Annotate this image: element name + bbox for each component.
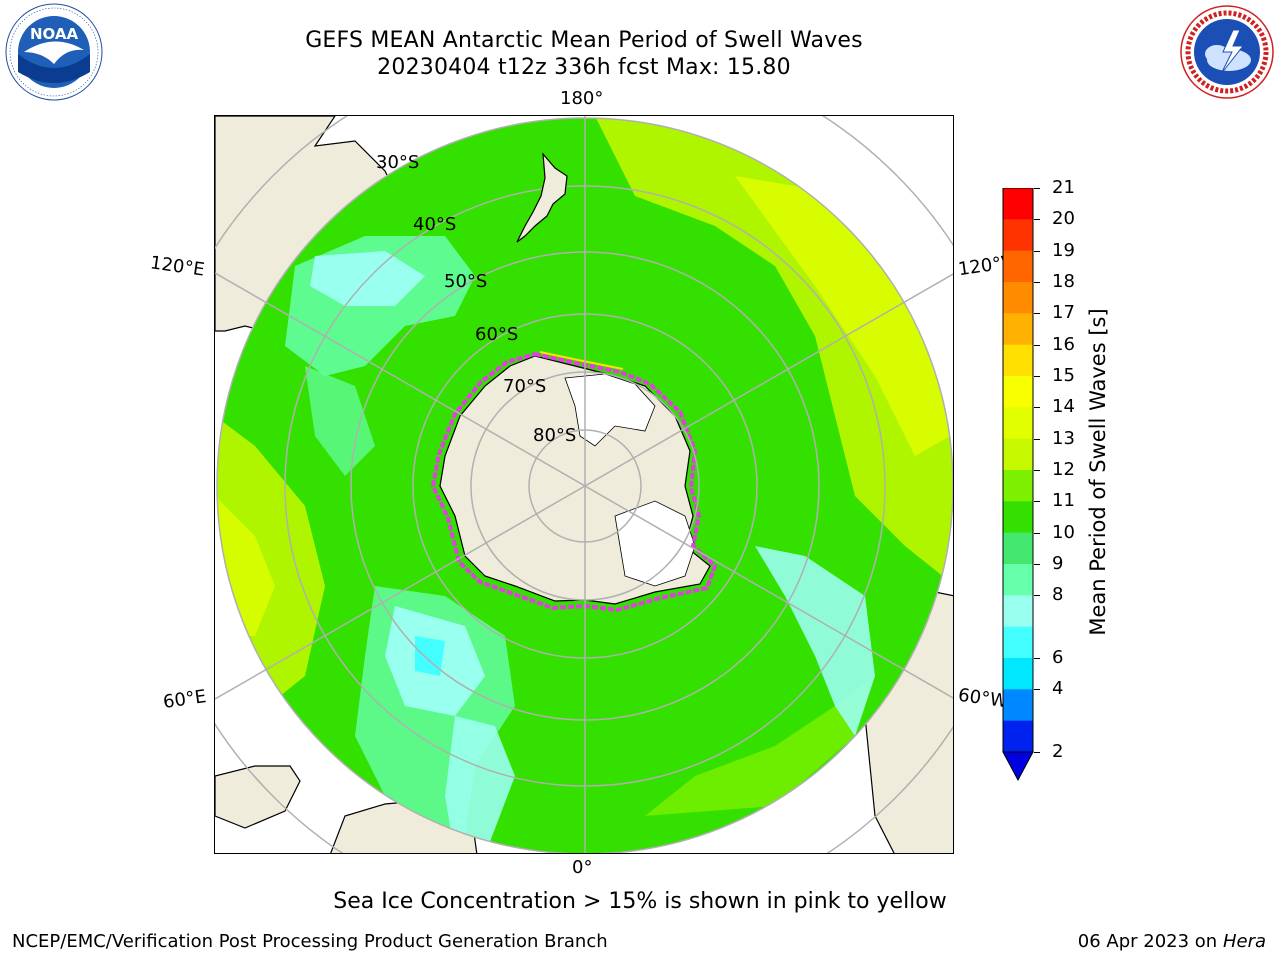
colorbar-segment <box>1003 720 1033 753</box>
colorbar-segment <box>1003 564 1033 596</box>
colorbar-tick-label: 21 <box>1052 177 1075 198</box>
colorbar-tick-label: 16 <box>1052 333 1075 355</box>
colorbar-outline <box>1002 187 1034 753</box>
colorbar-segment <box>1003 470 1033 502</box>
colorbar-segment <box>1003 501 1033 534</box>
chart-title-line1: GEFS MEAN Antarctic Mean Period of Swell… <box>305 28 863 53</box>
sea-ice-note: Sea Ice Concentration > 15% is shown in … <box>333 889 947 914</box>
colorbar-segment <box>1003 250 1033 283</box>
lat-label-50s: 50°S <box>444 271 488 292</box>
ice-shelf-ross <box>564 373 656 447</box>
nws-logo <box>1177 2 1277 102</box>
colorbar-tick-mark <box>1034 658 1040 659</box>
colorbar-tick-label: 13 <box>1052 427 1075 449</box>
colorbar-tick-label: 14 <box>1052 396 1075 418</box>
colorbar-tick-label: 19 <box>1052 239 1075 261</box>
colorbar-segment <box>1003 376 1033 408</box>
footer-credit: NCEP/EMC/Verification Post Processing Pr… <box>12 931 608 952</box>
colorbar-tick-mark <box>1034 250 1040 252</box>
colorbar-segment <box>1003 407 1033 440</box>
colorbar-segment <box>1003 658 1033 690</box>
colorbar-tick-label: 8 <box>1052 584 1064 606</box>
colorbar-tick-mark <box>1034 219 1040 221</box>
colorbar-tick-mark <box>1034 501 1040 503</box>
graticule <box>215 116 953 853</box>
lat-label-30s: 30°S <box>376 152 420 173</box>
lat-label-40s: 40°S <box>413 214 457 235</box>
colorbar-segment <box>1003 219 1033 252</box>
sea-ice-edge <box>430 351 718 613</box>
land-new-zealand <box>516 152 568 243</box>
land-madagascar <box>215 765 301 829</box>
ice-shelf-weddell <box>614 500 696 587</box>
colorbar <box>1002 187 1034 782</box>
colorbar-tick-mark <box>1034 564 1040 565</box>
colorbar-tick-label: 9 <box>1052 553 1064 574</box>
colorbar-segment <box>1003 626 1033 659</box>
colorbar-segment <box>1003 532 1033 565</box>
colorbar-tick-mark <box>1034 282 1040 283</box>
colorbar-tick-label: 15 <box>1052 365 1075 386</box>
lon-label-0: 0° <box>572 857 593 878</box>
lat-label-70s: 70°S <box>503 376 547 397</box>
colorbar-segment <box>1003 282 1033 314</box>
colorbar-tick-mark <box>1034 752 1040 753</box>
colorbar-segment <box>1003 438 1033 471</box>
colorbar-tick-mark <box>1034 689 1040 691</box>
footer-host: Hera <box>1222 931 1266 952</box>
svg-text:NOAA: NOAA <box>30 25 79 43</box>
colorbar-tick-mark <box>1034 595 1040 597</box>
colorbar-tick-mark <box>1034 532 1040 534</box>
lon-label-180: 180° <box>560 88 604 109</box>
colorbar-tick-label: 12 <box>1052 459 1075 480</box>
colorbar-segment <box>1003 689 1033 722</box>
colorbar-extend-triangle <box>1002 751 1034 782</box>
colorbar-segment <box>1003 344 1033 377</box>
colorbar-tick-label: 6 <box>1052 647 1064 668</box>
lon-label-120e: 120°E <box>148 252 206 281</box>
colorbar-segment <box>1003 188 1033 220</box>
chart-title-line2: 20230404 t12z 336h fcst Max: 15.80 <box>377 55 791 80</box>
colorbar-tick-mark <box>1034 407 1040 409</box>
colorbar-tick-mark <box>1034 313 1040 315</box>
footer-date: 06 Apr 2023 on Hera <box>1078 931 1266 952</box>
colorbar-tick-label: 20 <box>1052 208 1075 230</box>
lat-label-60s: 60°S <box>475 324 519 345</box>
colorbar-tick-label: 10 <box>1052 521 1075 543</box>
colorbar-tick-mark <box>1034 188 1040 189</box>
colorbar-tick-mark <box>1034 376 1040 377</box>
footer-date-text: 06 Apr 2023 on <box>1077 931 1223 952</box>
lon-label-60e: 60°E <box>161 686 208 713</box>
colorbar-segment <box>1003 595 1033 628</box>
colorbar-tick-label: 18 <box>1052 271 1075 292</box>
colorbar-tick-label: 4 <box>1052 678 1064 700</box>
colorbar-tick-label: 11 <box>1052 490 1075 512</box>
colorbar-tick-label: 17 <box>1052 302 1075 324</box>
colorbar-tick-mark <box>1034 344 1040 346</box>
polar-map: 30°S 40°S 50°S 60°S 70°S 80°S <box>214 115 954 854</box>
colorbar-tick-mark <box>1034 470 1040 471</box>
colorbar-tick-label: 2 <box>1052 741 1064 762</box>
lat-label-80s: 80°S <box>533 425 577 446</box>
colorbar-label: Mean Period of Swell Waves [s] <box>1086 308 1110 636</box>
colorbar-segment <box>1003 313 1033 346</box>
noaa-logo: NOAA <box>4 2 104 102</box>
colorbar-tick-mark <box>1034 438 1040 440</box>
